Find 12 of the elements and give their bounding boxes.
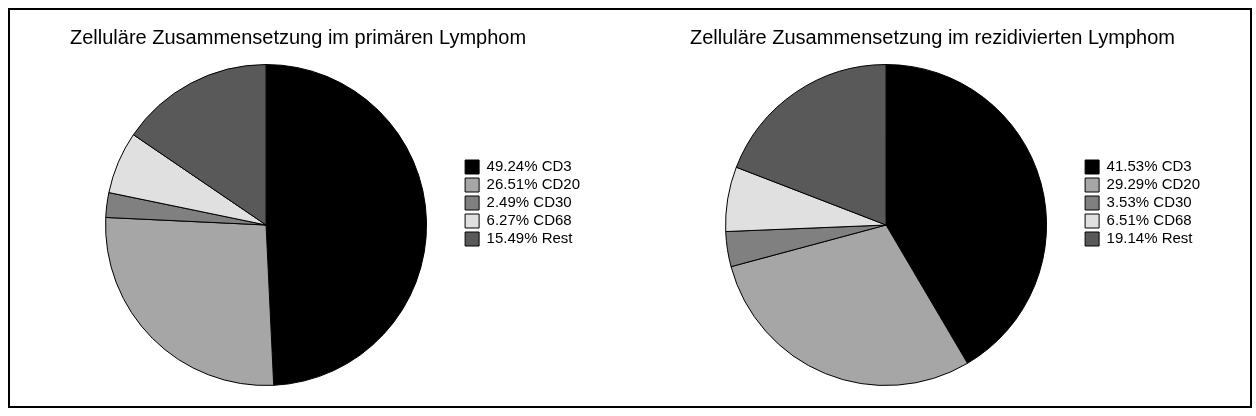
legend-label: 49.24% CD3 — [486, 157, 572, 175]
legend-label: 6.51% CD68 — [1106, 211, 1192, 229]
legend-label: 41.53% CD3 — [1106, 157, 1192, 175]
chart-title: Zelluläre Zusammensetzung im primären Lymphom — [70, 25, 527, 48]
legend-label: 26.51% CD20 — [486, 175, 581, 193]
legend-label: 2.49% CD30 — [486, 193, 572, 211]
legend-label: 19.14% Rest — [1106, 229, 1194, 247]
legend-label: 15.49% Rest — [486, 229, 574, 247]
legend-label: 3.53% CD30 — [1106, 193, 1192, 211]
legend-label: 29.29% CD20 — [1106, 175, 1201, 193]
legend-label: 6.27% CD68 — [486, 211, 572, 229]
chart-title: Zelluläre Zusammensetzung im rezidivierten Lymphom — [690, 25, 1175, 48]
